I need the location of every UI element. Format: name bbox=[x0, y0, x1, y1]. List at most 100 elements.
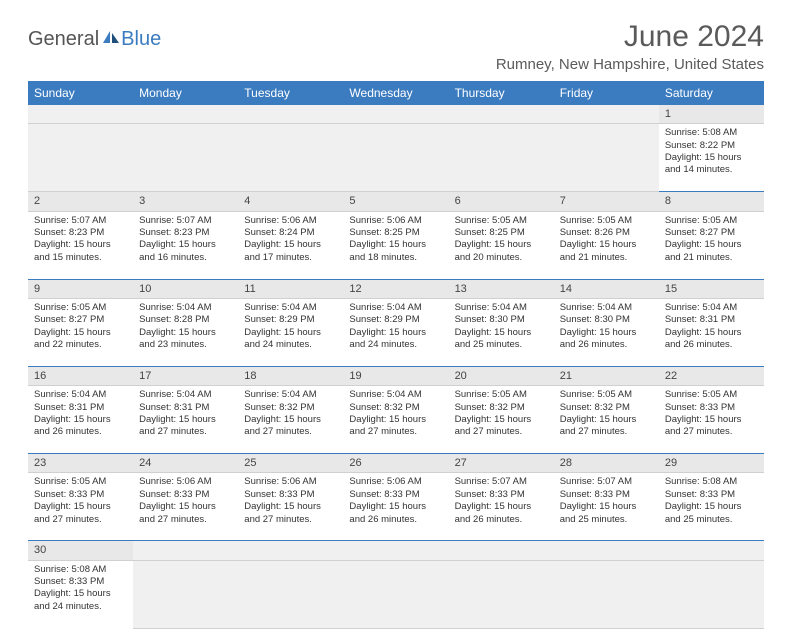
d2-text: and 27 minutes. bbox=[34, 514, 127, 526]
sunset-text: Sunset: 8:29 PM bbox=[244, 314, 337, 326]
sail-icon bbox=[101, 28, 121, 51]
sunrise-text: Sunrise: 5:05 AM bbox=[34, 302, 127, 314]
week-row: Sunrise: 5:08 AMSunset: 8:22 PMDaylight:… bbox=[28, 124, 764, 192]
day-number-row: 23242526272829 bbox=[28, 454, 764, 473]
day-number: 25 bbox=[238, 454, 343, 473]
sunset-text: Sunset: 8:33 PM bbox=[349, 489, 442, 501]
sunset-text: Sunset: 8:33 PM bbox=[139, 489, 232, 501]
sunrise-text: Sunrise: 5:06 AM bbox=[349, 476, 442, 488]
sunset-text: Sunset: 8:28 PM bbox=[139, 314, 232, 326]
d1-text: Daylight: 15 hours bbox=[244, 327, 337, 339]
day-cell: Sunrise: 5:06 AMSunset: 8:33 PMDaylight:… bbox=[343, 473, 448, 541]
day-header: Saturday bbox=[659, 81, 764, 105]
sunrise-text: Sunrise: 5:06 AM bbox=[244, 476, 337, 488]
d1-text: Daylight: 15 hours bbox=[665, 152, 758, 164]
d1-text: Daylight: 15 hours bbox=[244, 239, 337, 251]
d2-text: and 20 minutes. bbox=[455, 252, 548, 264]
location-text: Rumney, New Hampshire, United States bbox=[496, 56, 764, 73]
sunset-text: Sunset: 8:33 PM bbox=[34, 576, 127, 588]
day-number-row: 16171819202122 bbox=[28, 366, 764, 385]
d1-text: Daylight: 15 hours bbox=[665, 414, 758, 426]
day-cell: Sunrise: 5:05 AMSunset: 8:33 PMDaylight:… bbox=[28, 473, 133, 541]
day-number: 4 bbox=[238, 192, 343, 211]
sunset-text: Sunset: 8:23 PM bbox=[34, 227, 127, 239]
day-cell: Sunrise: 5:04 AMSunset: 8:31 PMDaylight:… bbox=[28, 386, 133, 454]
day-number: 17 bbox=[133, 366, 238, 385]
d2-text: and 27 minutes. bbox=[349, 426, 442, 438]
day-number: 24 bbox=[133, 454, 238, 473]
day-number-row: 2345678 bbox=[28, 192, 764, 211]
day-cell: Sunrise: 5:05 AMSunset: 8:33 PMDaylight:… bbox=[659, 386, 764, 454]
sunrise-text: Sunrise: 5:04 AM bbox=[34, 389, 127, 401]
d1-text: Daylight: 15 hours bbox=[560, 501, 653, 513]
day-number: 21 bbox=[554, 366, 659, 385]
day-number bbox=[28, 105, 133, 124]
week-row: Sunrise: 5:05 AMSunset: 8:33 PMDaylight:… bbox=[28, 473, 764, 541]
day-number bbox=[554, 541, 659, 560]
day-cell bbox=[343, 124, 448, 192]
day-number bbox=[343, 105, 448, 124]
day-cell bbox=[449, 124, 554, 192]
day-number: 19 bbox=[343, 366, 448, 385]
day-number: 12 bbox=[343, 279, 448, 298]
sunrise-text: Sunrise: 5:04 AM bbox=[244, 389, 337, 401]
d1-text: Daylight: 15 hours bbox=[34, 239, 127, 251]
d2-text: and 24 minutes. bbox=[34, 601, 127, 613]
d2-text: and 27 minutes. bbox=[244, 514, 337, 526]
day-number: 9 bbox=[28, 279, 133, 298]
d1-text: Daylight: 15 hours bbox=[560, 414, 653, 426]
day-cell bbox=[133, 560, 238, 628]
sunset-text: Sunset: 8:29 PM bbox=[349, 314, 442, 326]
d2-text: and 14 minutes. bbox=[665, 164, 758, 176]
day-number: 22 bbox=[659, 366, 764, 385]
day-cell: Sunrise: 5:06 AMSunset: 8:33 PMDaylight:… bbox=[133, 473, 238, 541]
day-number: 28 bbox=[554, 454, 659, 473]
d1-text: Daylight: 15 hours bbox=[34, 588, 127, 600]
day-cell: Sunrise: 5:04 AMSunset: 8:29 PMDaylight:… bbox=[238, 298, 343, 366]
d2-text: and 27 minutes. bbox=[560, 426, 653, 438]
day-cell: Sunrise: 5:04 AMSunset: 8:29 PMDaylight:… bbox=[343, 298, 448, 366]
sunset-text: Sunset: 8:32 PM bbox=[244, 402, 337, 414]
d2-text: and 16 minutes. bbox=[139, 252, 232, 264]
sunset-text: Sunset: 8:32 PM bbox=[560, 402, 653, 414]
day-header: Tuesday bbox=[238, 81, 343, 105]
sunrise-text: Sunrise: 5:07 AM bbox=[560, 476, 653, 488]
day-header: Monday bbox=[133, 81, 238, 105]
sunrise-text: Sunrise: 5:06 AM bbox=[244, 215, 337, 227]
d2-text: and 22 minutes. bbox=[34, 339, 127, 351]
sunrise-text: Sunrise: 5:04 AM bbox=[349, 389, 442, 401]
day-number: 23 bbox=[28, 454, 133, 473]
sunset-text: Sunset: 8:33 PM bbox=[665, 402, 758, 414]
day-header-row: SundayMondayTuesdayWednesdayThursdayFrid… bbox=[28, 81, 764, 105]
logo-text-blue: Blue bbox=[121, 28, 161, 51]
sunrise-text: Sunrise: 5:08 AM bbox=[34, 564, 127, 576]
day-number: 11 bbox=[238, 279, 343, 298]
d1-text: Daylight: 15 hours bbox=[560, 327, 653, 339]
d1-text: Daylight: 15 hours bbox=[455, 414, 548, 426]
week-row: Sunrise: 5:07 AMSunset: 8:23 PMDaylight:… bbox=[28, 211, 764, 279]
day-number: 29 bbox=[659, 454, 764, 473]
d2-text: and 25 minutes. bbox=[455, 339, 548, 351]
day-number bbox=[449, 105, 554, 124]
day-cell: Sunrise: 5:04 AMSunset: 8:31 PMDaylight:… bbox=[133, 386, 238, 454]
day-number bbox=[133, 105, 238, 124]
d1-text: Daylight: 15 hours bbox=[665, 239, 758, 251]
day-number: 30 bbox=[28, 541, 133, 560]
day-number: 13 bbox=[449, 279, 554, 298]
sunset-text: Sunset: 8:31 PM bbox=[139, 402, 232, 414]
day-cell bbox=[238, 124, 343, 192]
d2-text: and 26 minutes. bbox=[665, 339, 758, 351]
page-header: General Blue June 2024 Rumney, New Hamps… bbox=[28, 20, 764, 73]
sunrise-text: Sunrise: 5:07 AM bbox=[139, 215, 232, 227]
d1-text: Daylight: 15 hours bbox=[349, 414, 442, 426]
sunrise-text: Sunrise: 5:04 AM bbox=[244, 302, 337, 314]
d2-text: and 26 minutes. bbox=[34, 426, 127, 438]
d1-text: Daylight: 15 hours bbox=[455, 239, 548, 251]
d2-text: and 21 minutes. bbox=[560, 252, 653, 264]
day-cell bbox=[133, 124, 238, 192]
sunset-text: Sunset: 8:33 PM bbox=[455, 489, 548, 501]
day-header: Sunday bbox=[28, 81, 133, 105]
day-number: 7 bbox=[554, 192, 659, 211]
d2-text: and 27 minutes. bbox=[139, 514, 232, 526]
d1-text: Daylight: 15 hours bbox=[455, 327, 548, 339]
